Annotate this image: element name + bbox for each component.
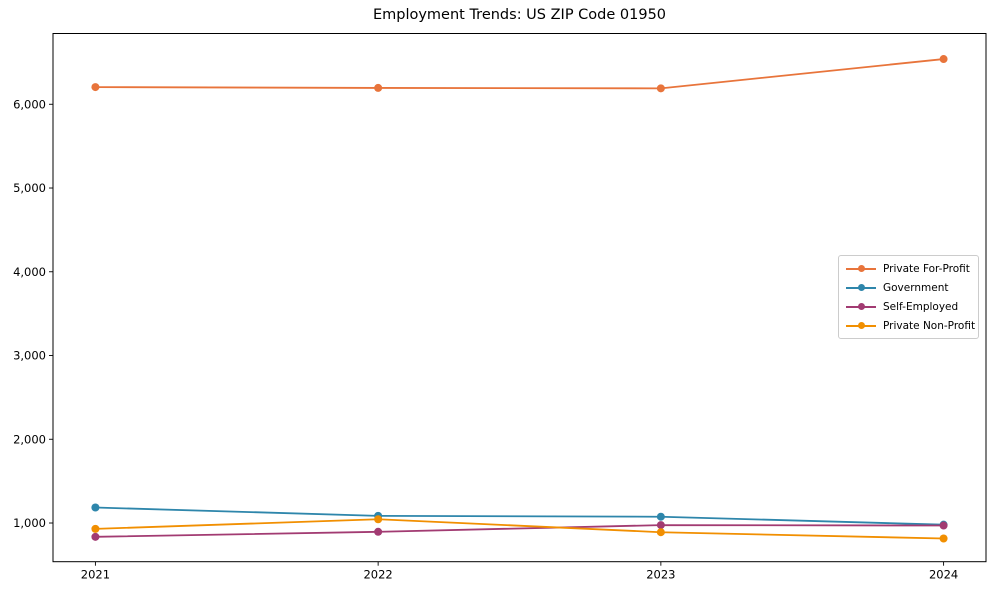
y-tick-label: 6,000 — [13, 97, 46, 111]
data-point-self-employed-2024 — [939, 521, 948, 530]
legend-swatch — [846, 283, 876, 292]
legend-item-label: Government — [883, 281, 949, 294]
legend-item: Private Non-Profit — [846, 316, 975, 335]
legend-marker-dot — [857, 284, 865, 291]
x-tick-label: 2021 — [81, 568, 110, 582]
series-line-private-for-profit — [95, 58, 944, 90]
series-line-government — [95, 506, 944, 526]
y-tick-label: 3,000 — [13, 349, 46, 363]
data-point-private-for-profit-2022 — [374, 83, 383, 92]
data-point-private-non-profit-2022 — [374, 515, 383, 524]
legend: Private For-Profit Government Self-Employe… — [838, 255, 979, 339]
data-point-self-employed-2023 — [656, 521, 665, 530]
legend-item-label: Self-Employed — [883, 300, 959, 313]
legend-item-label: Private For-Profit — [883, 262, 970, 275]
y-tick-label: 2,000 — [13, 432, 46, 446]
legend-swatch — [846, 321, 876, 330]
legend-marker-dot — [857, 322, 865, 329]
legend-marker-dot — [857, 303, 865, 310]
legend-item-label: Private Non-Profit — [883, 319, 976, 332]
series-line-private-non-profit — [95, 518, 944, 540]
legend-swatch — [846, 302, 876, 311]
data-point-private-non-profit-2021 — [91, 524, 100, 533]
data-point-private-non-profit-2023 — [656, 528, 665, 537]
data-point-private-non-profit-2024 — [939, 534, 948, 543]
data-point-private-for-profit-2021 — [91, 83, 100, 92]
y-tick-label: 4,000 — [13, 265, 46, 279]
legend-swatch — [846, 264, 876, 273]
legend-item: Self-Employed — [846, 297, 971, 316]
data-point-private-for-profit-2024 — [939, 55, 948, 64]
data-point-self-employed-2021 — [91, 532, 100, 541]
y-tick-label: 5,000 — [13, 181, 46, 195]
y-tick-label: 1,000 — [13, 516, 46, 530]
chart-title: Employment Trends: US ZIP Code 01950 — [372, 7, 667, 23]
data-point-self-employed-2022 — [374, 527, 383, 536]
legend-item: Private For-Profit — [846, 259, 971, 278]
series-line-self-employed — [95, 524, 944, 538]
x-tick-label: 2024 — [929, 568, 958, 582]
legend-item: Government — [846, 278, 971, 297]
plot-border — [52, 33, 987, 563]
data-point-private-for-profit-2023 — [656, 84, 665, 93]
legend-marker-dot — [857, 265, 865, 272]
data-point-government-2021 — [91, 503, 100, 512]
x-tick-label: 2022 — [363, 568, 392, 582]
x-tick-label: 2023 — [646, 568, 675, 582]
data-point-government-2023 — [656, 512, 665, 521]
